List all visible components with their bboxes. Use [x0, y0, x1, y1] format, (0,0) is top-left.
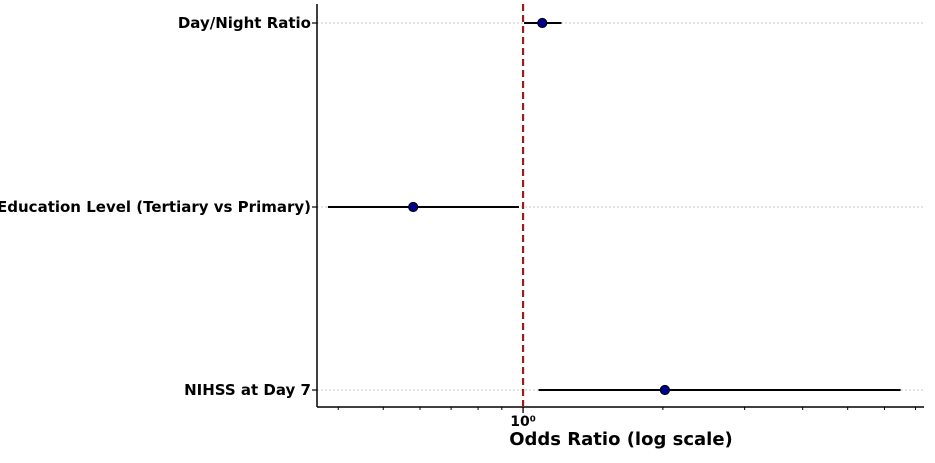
axes-layer: Day/Night Ratio Education Level (Tertiary…: [0, 4, 924, 430]
y-tick-label: NIHSS at Day 7: [184, 381, 311, 399]
x-tick-label: 10⁰: [510, 414, 536, 430]
odds-ratio-point: [537, 17, 548, 29]
x-axis-title: Odds Ratio (log scale): [509, 429, 733, 450]
odds-ratio-point: [408, 201, 419, 213]
y-tick-label: Day/Night Ratio: [178, 14, 311, 32]
odds-ratio-point: [659, 384, 670, 396]
marks-layer: [327, 4, 901, 407]
y-tick-label: Education Level (Tertiary vs Primary): [0, 198, 311, 216]
